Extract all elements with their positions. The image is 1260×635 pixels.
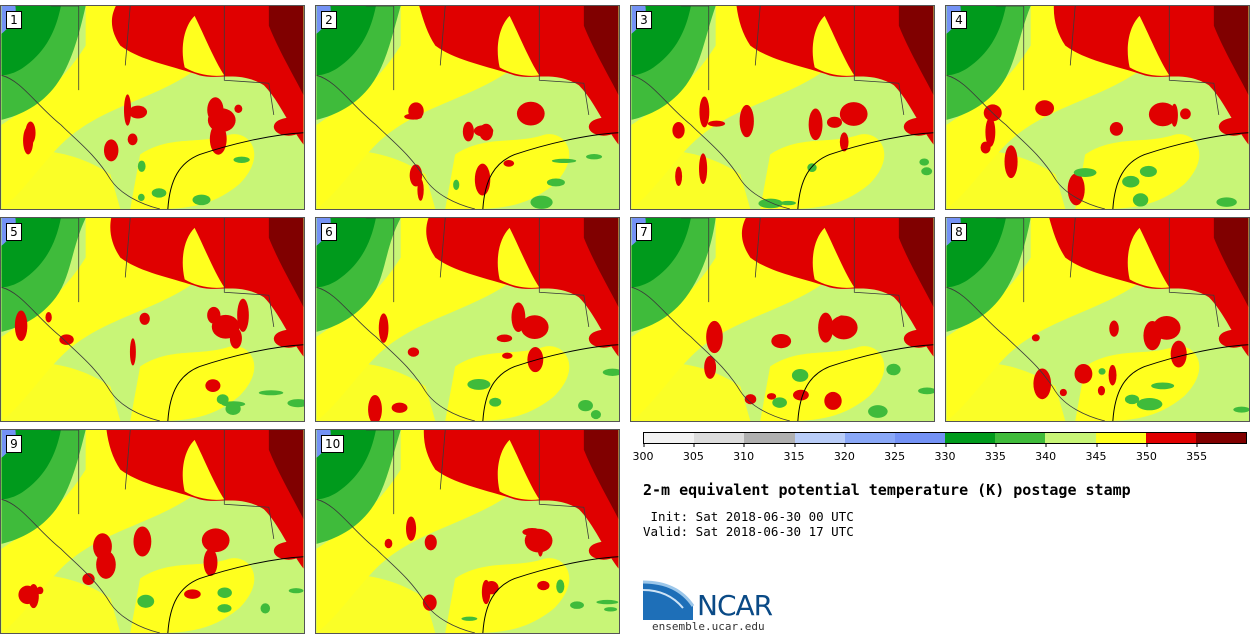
member-label: 9: [6, 435, 22, 453]
colorbar-tick-label: 335: [985, 443, 1006, 463]
colorbar-segment: [894, 433, 946, 443]
member-label: 1: [6, 11, 22, 29]
ensemble-member-panel-5: 5: [0, 217, 305, 422]
logo-text: NCAR: [697, 589, 773, 622]
colorbar-segment: [1145, 433, 1196, 443]
ensemble-member-panel-3: 3: [630, 5, 935, 210]
colorbar-segment: [644, 433, 695, 443]
ensemble-member-panel-1: 1: [0, 5, 305, 210]
colorbar-tick-label: 320: [834, 443, 855, 463]
colorbar-segment: [694, 433, 745, 443]
colorbar-tick-label: 340: [1035, 443, 1056, 463]
ensemble-member-panel-4: 4: [945, 5, 1250, 210]
ensemble-member-panel-7: 7: [630, 217, 935, 422]
colorbar-tick-label: 325: [884, 443, 905, 463]
site-url: ensemble.ucar.edu: [652, 620, 765, 633]
colorbar-segment: [744, 433, 795, 443]
ncar-logo-icon: [643, 580, 695, 620]
member-label: 10: [321, 435, 345, 453]
colorbar-tick-label: 315: [784, 443, 805, 463]
colorbar-tick-label: 350: [1136, 443, 1157, 463]
colorbar-segment: [794, 433, 845, 443]
ensemble-member-panel-8: 8: [945, 217, 1250, 422]
colorbar-tick-label: 300: [633, 443, 654, 463]
colorbar-tick-label: 330: [935, 443, 956, 463]
colorbar-segment: [844, 433, 895, 443]
member-label: 3: [636, 11, 652, 29]
colorbar-segment: [1195, 433, 1247, 443]
figure-title: 2-m equivalent potential temperature (K)…: [643, 481, 1131, 499]
colorbar-tick-label: 355: [1186, 443, 1207, 463]
colorbar-segment: [1095, 433, 1146, 443]
colorbar-segment: [1045, 433, 1096, 443]
colorbar-ticks: 300 305 310 315 320 325 330 335 340 345 350 355: [633, 443, 1247, 464]
valid-time: Valid: Sat 2018-06-30 17 UTC: [643, 524, 854, 539]
colorbar-tick-label: 310: [733, 443, 754, 463]
colorbar-segment: [945, 433, 996, 443]
member-label: 6: [321, 223, 337, 241]
ensemble-member-panel-6: 6: [315, 217, 620, 422]
colorbar-segment: [995, 433, 1046, 443]
init-time: Init: Sat 2018-06-30 00 UTC: [643, 509, 854, 524]
ensemble-member-panel-10: 10: [315, 429, 620, 634]
colorbar-tick-label: 305: [683, 443, 704, 463]
member-label: 4: [951, 11, 967, 29]
colorbar-tick-label: 345: [1086, 443, 1107, 463]
member-label: 2: [321, 11, 337, 29]
ensemble-member-panel-9: 9: [0, 429, 305, 634]
member-label: 8: [951, 223, 967, 241]
member-label: 7: [636, 223, 652, 241]
ensemble-member-panel-2: 2: [315, 5, 620, 210]
member-label: 5: [6, 223, 22, 241]
